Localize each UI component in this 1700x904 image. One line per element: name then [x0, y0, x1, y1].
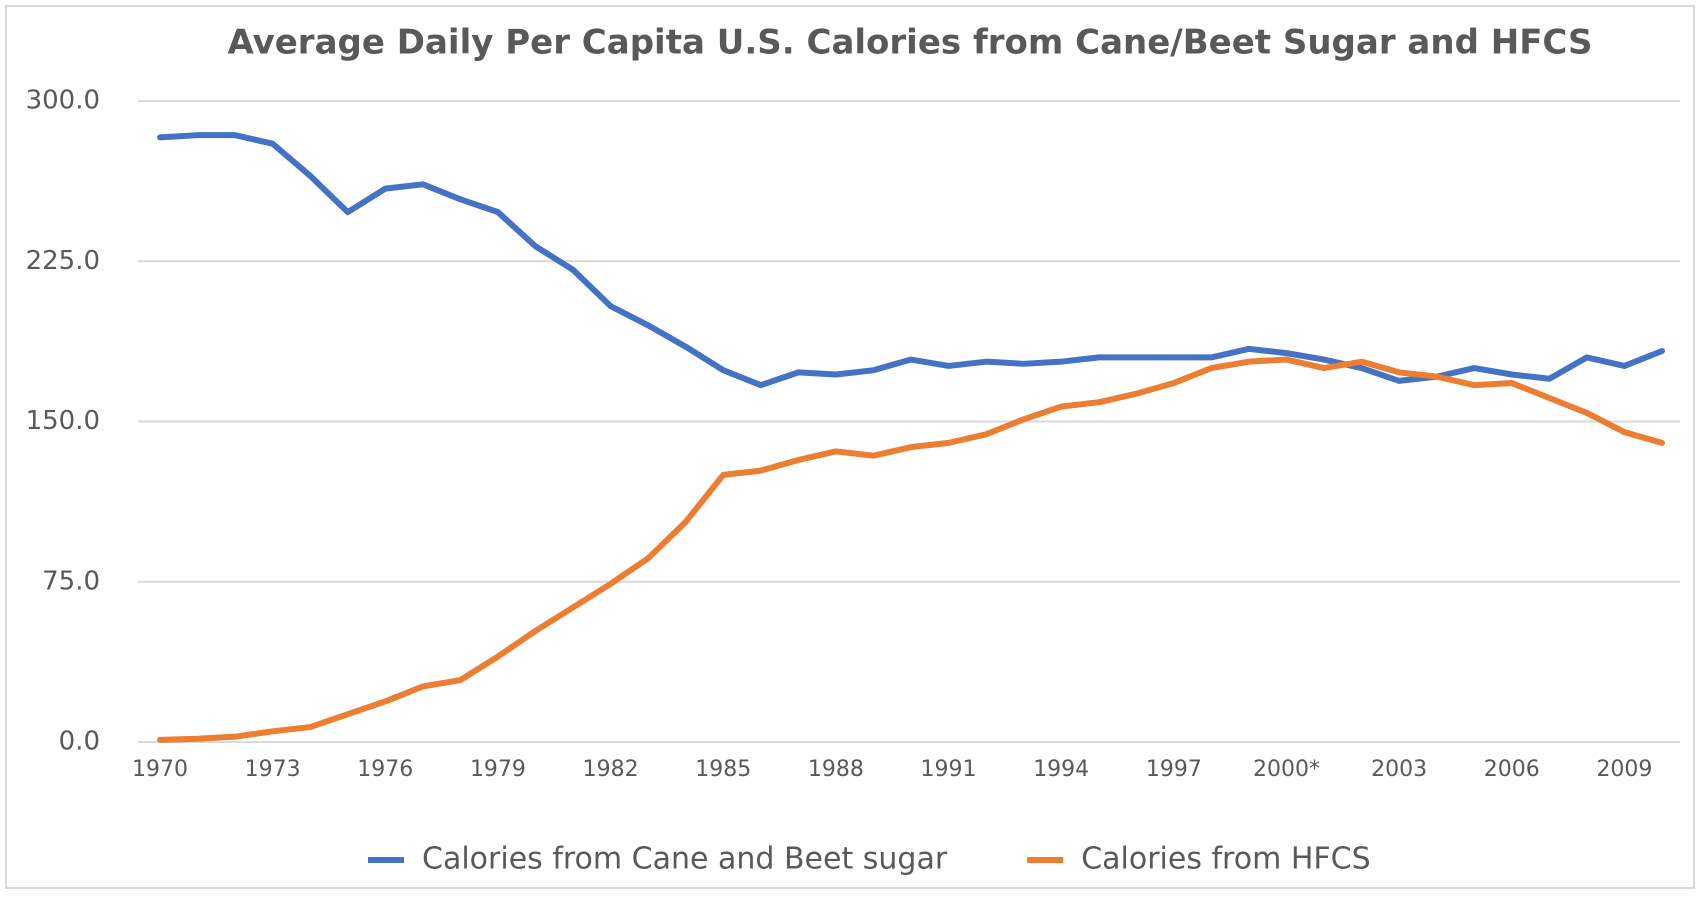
x-tick-label: 1970: [132, 757, 188, 782]
series-line: [157, 132, 1665, 389]
x-tick-label: 1976: [357, 757, 413, 782]
x-tick-label: 1991: [921, 757, 977, 782]
legend-label: Calories from Cane and Beet sugar: [422, 842, 948, 877]
y-tick-label: 0.0: [59, 727, 100, 757]
x-tick-label: 1982: [583, 757, 639, 782]
series-line: [157, 356, 1665, 743]
x-tick-label: 2006: [1484, 757, 1540, 782]
x-tick-label: 2000*: [1253, 757, 1320, 782]
chart-title: Average Daily Per Capita U.S. Calories f…: [227, 23, 1592, 63]
y-tick-label: 150.0: [26, 406, 100, 436]
legend-label: Calories from HFCS: [1081, 842, 1370, 877]
x-tick-label: 2009: [1596, 757, 1652, 782]
y-tick-label: 225.0: [26, 246, 100, 276]
y-tick-label: 300.0: [26, 86, 100, 116]
x-tick-label: 1985: [695, 757, 751, 782]
x-tick-label: 1973: [245, 757, 301, 782]
y-tick-label: 75.0: [42, 566, 100, 596]
x-tick-label: 1979: [470, 757, 526, 782]
x-tick-label: 1988: [808, 757, 864, 782]
x-tick-label: 1997: [1146, 757, 1202, 782]
x-tick-label: 2003: [1371, 757, 1427, 782]
x-tick-label: 1994: [1033, 757, 1089, 782]
